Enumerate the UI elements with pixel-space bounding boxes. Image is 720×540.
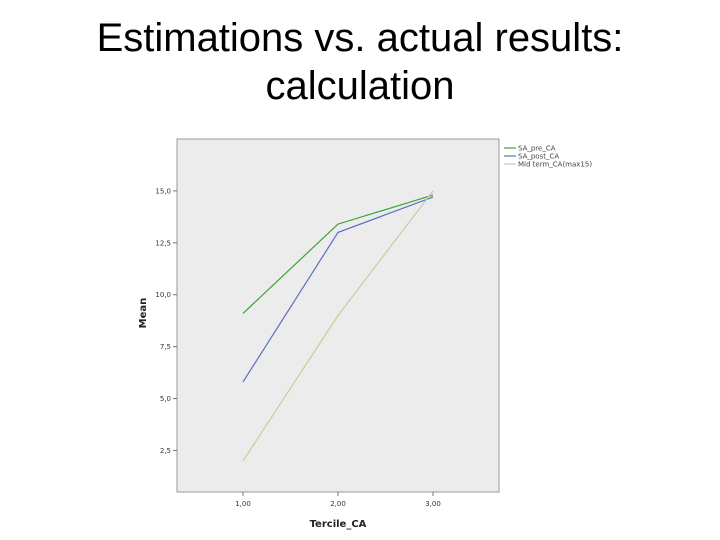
series-line-1 bbox=[242, 194, 434, 314]
y-tick-label: 7,5 bbox=[160, 343, 171, 351]
series-lines bbox=[242, 190, 434, 462]
x-tick-label: 2,00 bbox=[330, 500, 346, 508]
x-axis-ticks: 1,00 2,00 3,00 bbox=[235, 492, 441, 508]
slide-title-line-1: Estimations vs. actual results: bbox=[96, 16, 624, 60]
y-axis-ticks: 2,5 5,0 7,5 10,0 12,5 15,0 bbox=[155, 187, 177, 455]
y-axis-title: Mean bbox=[138, 298, 149, 329]
series-line-3 bbox=[242, 190, 434, 462]
legend-label: SA_pre_CA bbox=[518, 145, 556, 153]
x-tick-label: 1,00 bbox=[235, 500, 251, 508]
y-tick-label: 12,5 bbox=[155, 239, 171, 247]
y-tick-label: 15,0 bbox=[155, 187, 171, 195]
y-tick-label: 10,0 bbox=[155, 291, 171, 299]
x-tick-label: 3,00 bbox=[425, 500, 441, 508]
y-tick-label: 5,0 bbox=[160, 395, 171, 403]
x-axis-title: Tercile_CA bbox=[310, 519, 367, 530]
slide-title-line-2: calculation bbox=[265, 64, 455, 108]
legend-label: SA_post_CA bbox=[518, 153, 559, 161]
y-tick-label: 2,5 bbox=[160, 447, 171, 455]
series-line-2 bbox=[242, 196, 434, 383]
slide-title: Estimations vs. actual results: calculat… bbox=[0, 14, 720, 110]
legend-label: Mid term_CA(max15) bbox=[518, 161, 592, 169]
